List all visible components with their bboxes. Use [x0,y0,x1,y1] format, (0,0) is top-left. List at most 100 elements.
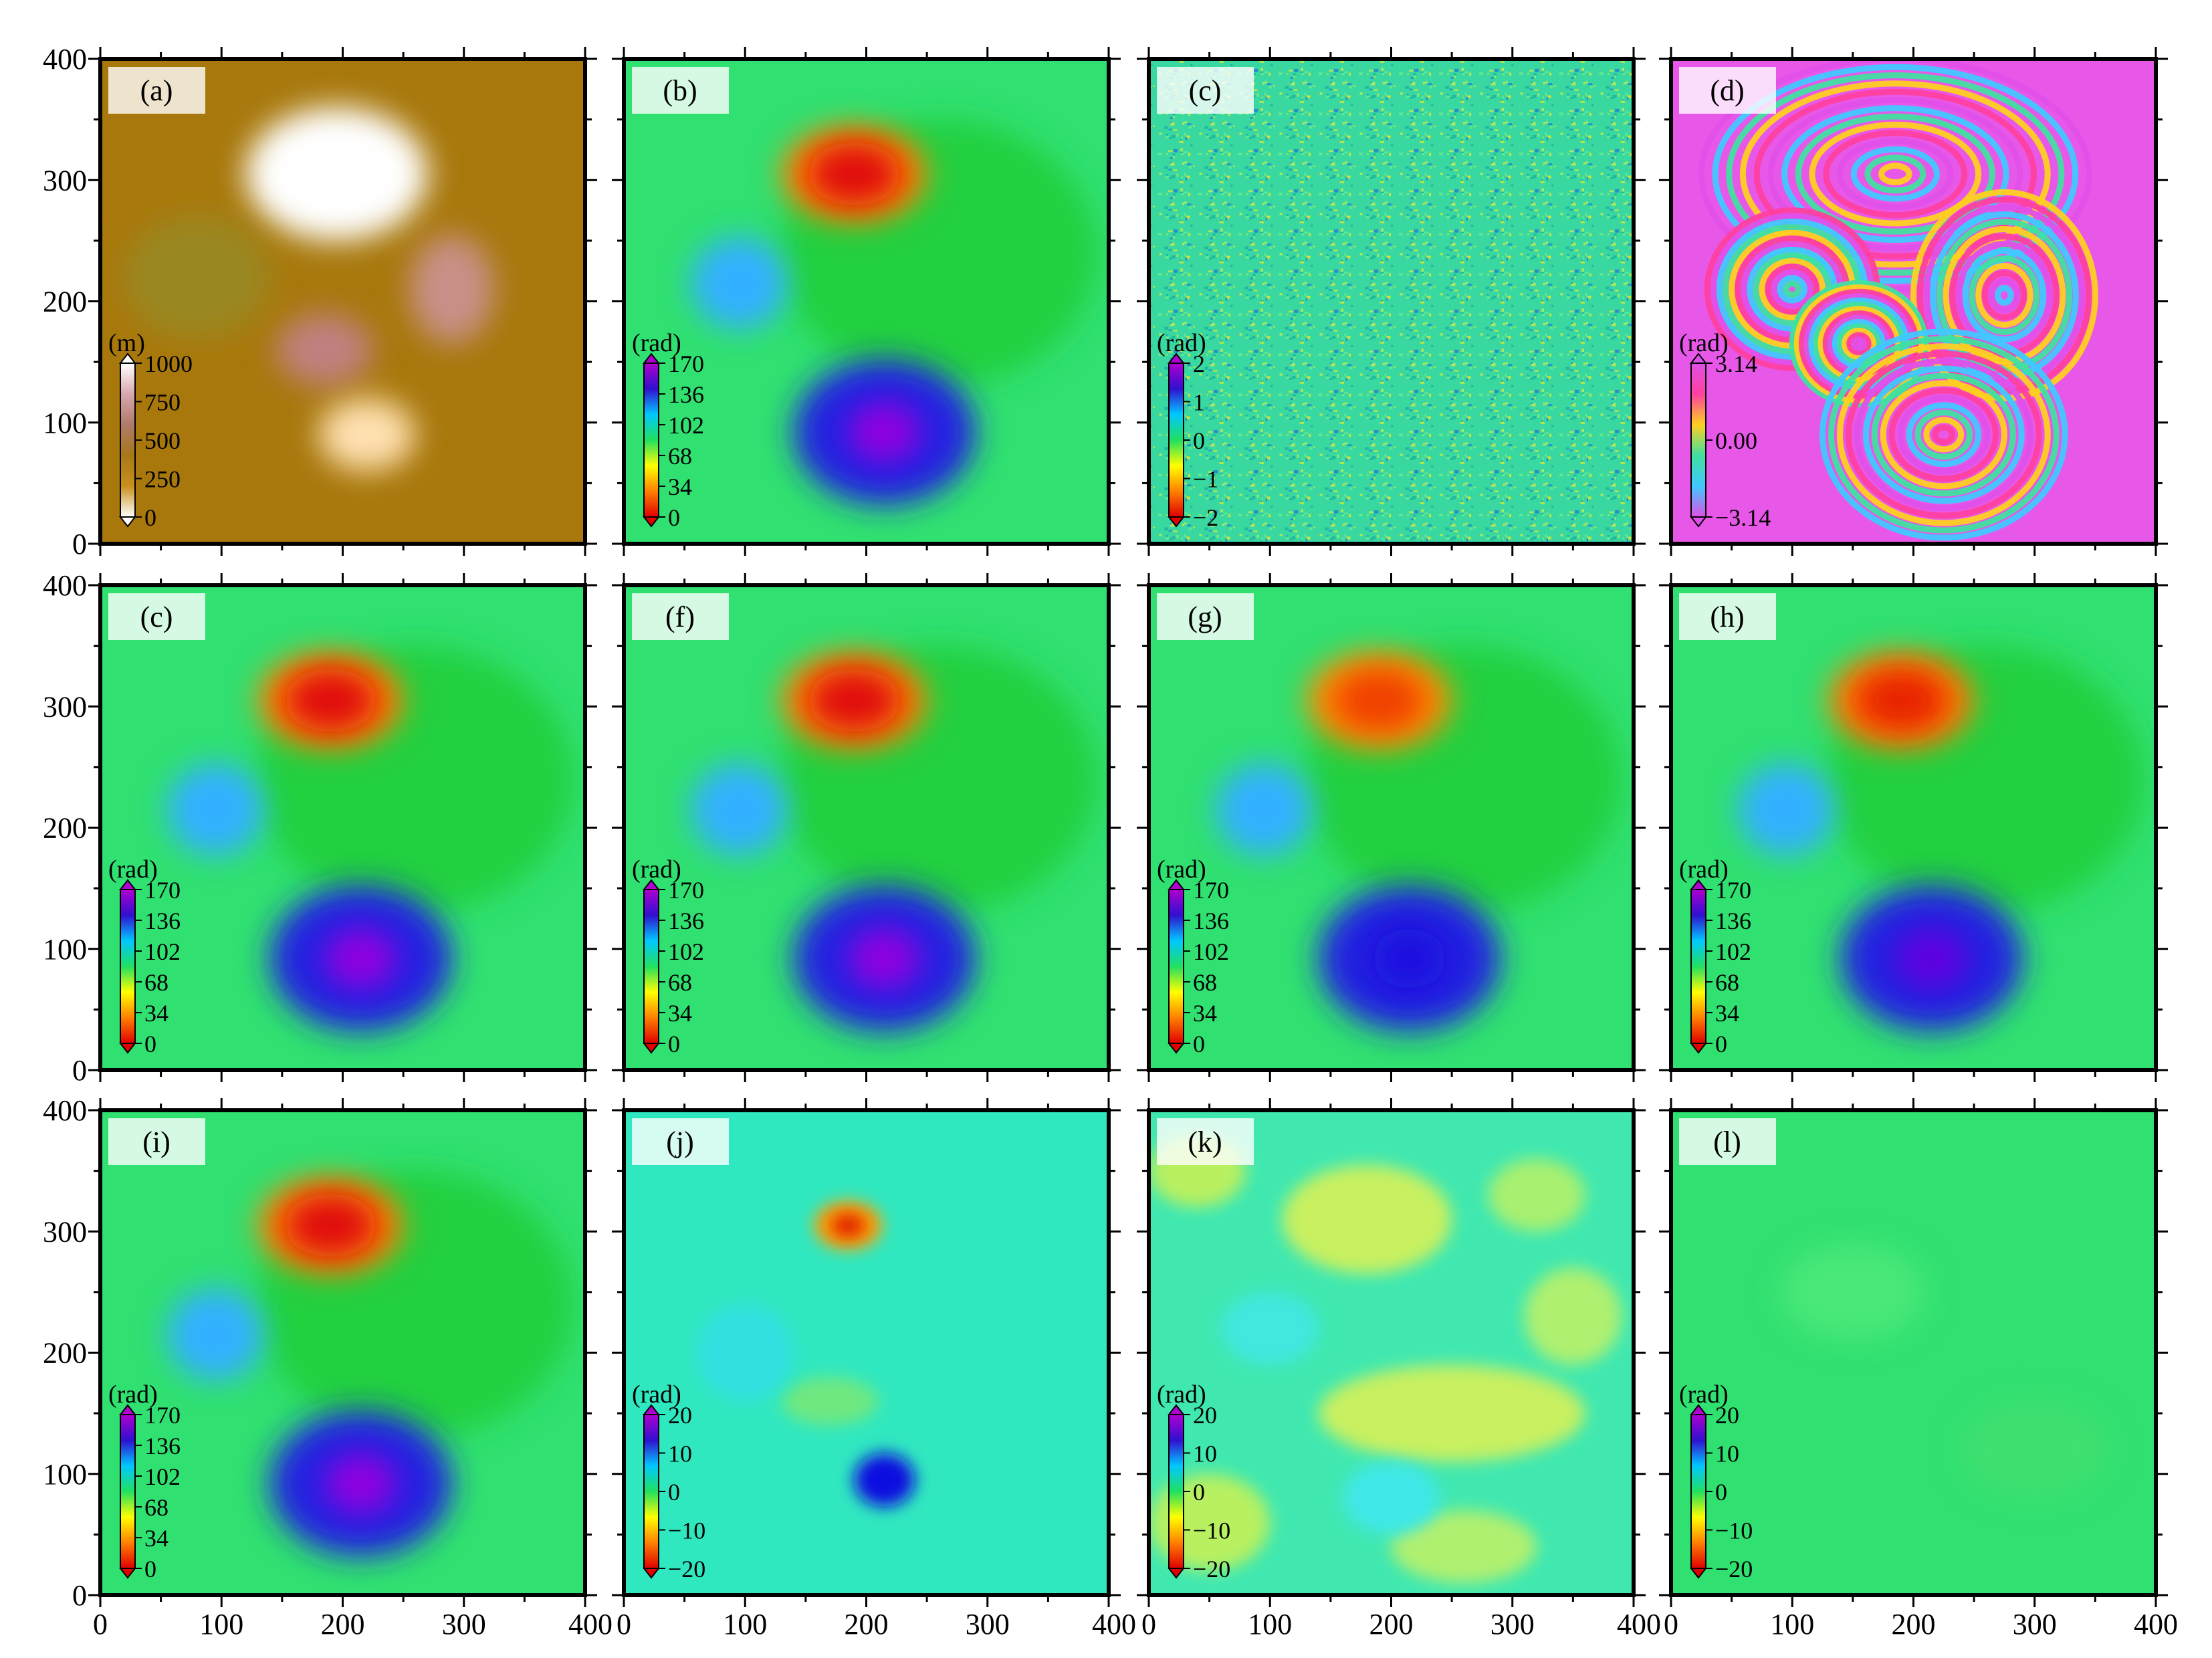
colorbar-tick-label: 1 [1193,389,1205,416]
colorbar-tick-label: −3.14 [1715,504,1771,531]
fringe-source [1698,59,2092,292]
fringe-ring [1850,146,1940,202]
panel-field [624,585,1109,1070]
panel-label: (j) [666,1126,694,1158]
colorbar-tick-label: 170 [668,350,704,377]
field-blob [1373,928,1446,989]
panel-10: (k) (rad)20 10 0 −10 −20 [1137,1098,1646,1607]
fringe-ring [1880,380,2007,490]
colorbar-tick-label: 102 [1193,938,1229,965]
colorbar: (m)1000 750 500 250 0 [108,329,193,531]
fringe-ring [1836,138,1954,210]
field-blob [1343,1461,1440,1535]
panel-9: (j) (rad)20 10 0 −10 −20 [612,1098,1121,1607]
y-tick-label: 200 [43,286,87,318]
x-tick-label: 300 [442,1608,486,1641]
x-tick-label: 100 [723,1608,767,1641]
colorbar-tick-label: 136 [668,908,704,934]
colorbar-bottom-arrow [118,516,137,528]
panel-label: (l) [1713,1126,1741,1158]
colorbar: (rad)170 136 102 68 34 0 [1679,855,1751,1057]
fringe-ring [1828,336,2060,534]
panel-label: (a) [140,74,173,107]
colorbar-tick-label: 250 [144,466,181,493]
field-blob [1524,1267,1622,1365]
fringe-ring [1932,424,1956,445]
x-tick-label: 0 [617,1608,631,1641]
x-corner-label: 400 [1092,1608,1136,1641]
colorbar-tick-label: 102 [668,938,704,965]
panel-label-box [632,1118,729,1165]
fringe-ring [1969,255,2040,335]
colorbar-tick-label: −20 [1715,1556,1753,1582]
x-axis-col-3: 0 100 200 300 400 [1664,1608,2178,1641]
colorbar-bar [643,362,659,518]
panel-label-box [1679,593,1776,640]
colorbar-bottom-arrow [642,1043,661,1054]
colorbar-unit: (m) [108,329,145,357]
y-tick-label: 300 [43,164,87,197]
fringe-ring [1851,336,1867,351]
colorbar-bar [643,1414,659,1569]
colorbar-tick-label: 0 [1193,1479,1205,1506]
fringe-ring [1906,402,1982,468]
panel-6: (g) (rad)170 136 102 68 34 0 [1137,573,1646,1082]
fringe-ring [1809,121,1982,227]
fringe-ring [1897,395,1991,475]
field-blob [1737,763,1835,856]
y-axis-row-0: 0 100 200 300 400 [43,43,87,560]
field-blob [1221,1291,1319,1365]
colorbar-unit: (rad) [632,855,681,884]
colorbar-unit: (rad) [108,1380,158,1409]
colorbar-tick-label: 68 [1193,969,1217,996]
field-blob [1282,1164,1452,1274]
field-blob [831,1213,865,1238]
colorbar-unit: (rad) [632,1380,681,1409]
fringe-ring [1777,275,1807,304]
colorbar-tick-label: 0 [668,1479,680,1506]
colorbar-tick-label: 170 [1193,877,1229,904]
x-axis-col-0: 0 100 200 300 400 [93,1608,613,1641]
colorbar-tick-label: 136 [1193,908,1229,934]
fringe-ring [1765,264,1820,315]
colorbar-tick-label: 170 [1715,877,1751,904]
axes-layer: 0100200300400010020030040001002003004000… [43,43,2178,1641]
fringe-ring [1930,211,2079,379]
colorbar-tick-label: 10 [1193,1441,1217,1467]
panel-label: (h) [1710,601,1744,633]
x-corner-label: 400 [568,1608,613,1641]
fringe-ring [1698,59,2092,292]
x-tick-label: 0 [93,1608,108,1641]
colorbar-bar [120,362,136,518]
y-tick-label: 300 [43,1215,87,1248]
y-tick-label: 100 [43,933,87,966]
colorbar-tick-label: 3.14 [1715,350,1757,377]
fringe-ring [1781,105,2009,243]
colorbar-tick-label: 170 [144,877,181,904]
x-tick-label: 300 [2013,1608,2057,1641]
y-tick-label: 300 [43,690,87,723]
colorbar: (rad)2 1 0 −1 −2 [1157,329,1218,531]
colorbar-top-arrow [1167,879,1186,890]
field-blob [690,763,788,856]
x-tick-label: 100 [199,1608,243,1641]
panel-label-box [1157,1118,1254,1165]
colorbar-tick-label: 170 [144,1402,181,1429]
colorbar-tick-label: 102 [668,412,704,439]
field-blob [1318,1364,1585,1462]
fringe-ring [1975,262,2033,328]
panel-label-box [108,1118,205,1165]
colorbar-bottom-arrow [1689,1043,1708,1054]
colorbar-tick-label: −10 [1193,1518,1230,1544]
panel-label: (d) [1710,74,1744,107]
colorbar: (rad)170 136 102 68 34 0 [1157,855,1229,1057]
colorbar-tick-label: −20 [1193,1556,1230,1582]
colorbar-unit: (rad) [1157,855,1206,884]
field-blob [690,237,788,330]
y-tick-label: 400 [43,569,87,602]
fringe-ring [1819,328,2068,541]
fringe-source [1819,328,2068,541]
y-tick-label: 400 [43,1094,87,1127]
colorbar: (rad)170 136 102 68 34 0 [632,329,704,531]
field-blob [1215,763,1313,856]
